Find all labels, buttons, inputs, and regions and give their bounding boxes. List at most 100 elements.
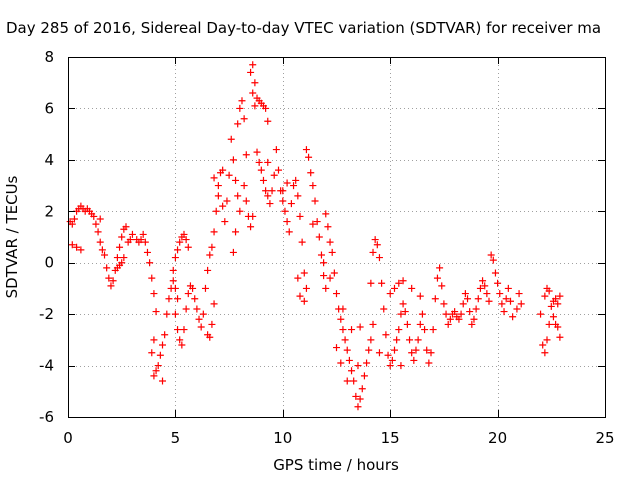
data-point (403, 320, 411, 328)
data-point (317, 251, 325, 259)
data-point (464, 295, 472, 303)
data-point (296, 292, 304, 300)
data-point (272, 146, 280, 154)
data-point (408, 349, 416, 357)
data-point (210, 300, 218, 308)
data-point (470, 315, 478, 323)
data-point (236, 207, 244, 215)
data-point (214, 192, 222, 200)
data-point (148, 349, 156, 357)
data-point (120, 254, 128, 262)
data-point (483, 290, 491, 298)
data-point (339, 326, 347, 334)
data-point (309, 220, 317, 228)
data-point (232, 176, 240, 184)
data-point (397, 362, 405, 370)
data-point (169, 277, 177, 285)
data-point (298, 238, 306, 246)
data-point (337, 315, 345, 323)
data-point (210, 228, 218, 236)
data-point (182, 305, 190, 313)
data-point (309, 182, 317, 190)
data-point (285, 228, 293, 236)
data-point (290, 182, 298, 190)
data-point (163, 310, 171, 318)
data-point (176, 336, 184, 344)
y-tick-label: -4 (39, 357, 54, 375)
data-point (375, 254, 383, 262)
data-point (238, 97, 246, 105)
data-point (204, 266, 212, 274)
data-point (390, 346, 398, 354)
data-point (221, 218, 229, 226)
data-point (423, 346, 431, 354)
data-point (294, 192, 302, 200)
data-point (229, 156, 237, 164)
data-point (307, 169, 315, 177)
data-point (113, 254, 121, 262)
data-point (77, 246, 85, 254)
data-point (169, 266, 177, 274)
data-point (504, 284, 512, 292)
data-point (287, 200, 295, 208)
data-point (266, 200, 274, 208)
data-point (143, 248, 151, 256)
data-point (193, 305, 201, 313)
data-point (472, 305, 480, 313)
data-point (358, 385, 366, 393)
data-point (251, 102, 259, 110)
data-point (552, 295, 560, 303)
data-point (363, 359, 371, 367)
data-point (416, 320, 424, 328)
data-point (509, 313, 517, 321)
data-point (225, 171, 233, 179)
data-point (382, 331, 390, 339)
data-point (461, 290, 469, 298)
data-point (541, 292, 549, 300)
data-point (378, 279, 386, 287)
data-point (343, 346, 351, 354)
data-point (247, 223, 255, 231)
data-point (184, 243, 192, 251)
data-point (128, 230, 136, 238)
data-point (502, 295, 510, 303)
data-point (201, 284, 209, 292)
data-point (554, 300, 562, 308)
data-point (152, 308, 160, 316)
data-point (182, 236, 190, 244)
data-point (545, 287, 553, 295)
data-point (397, 310, 405, 318)
data-point (240, 182, 248, 190)
data-point (380, 305, 388, 313)
data-point (412, 346, 420, 354)
data-point (365, 346, 373, 354)
data-point (496, 290, 504, 298)
y-axis-label: SDTVAR / TECUs (3, 175, 21, 298)
data-point (141, 238, 149, 246)
data-point (137, 236, 145, 244)
data-point (474, 295, 482, 303)
data-point (517, 300, 525, 308)
data-point (176, 238, 184, 246)
data-point (150, 372, 158, 380)
data-point (427, 349, 435, 357)
data-point (513, 305, 521, 313)
data-point (348, 326, 356, 334)
data-point (90, 212, 98, 220)
data-point (206, 251, 214, 259)
data-point (386, 362, 394, 370)
data-point (270, 171, 278, 179)
data-point (418, 310, 426, 318)
data-point (345, 356, 353, 364)
data-point (485, 297, 493, 305)
data-point (487, 251, 495, 259)
data-point (161, 331, 169, 339)
data-point (94, 228, 102, 236)
data-point (150, 336, 158, 344)
data-point (279, 187, 287, 195)
data-point (165, 295, 173, 303)
data-point (206, 333, 214, 341)
data-point (148, 274, 156, 282)
data-point (197, 323, 205, 331)
